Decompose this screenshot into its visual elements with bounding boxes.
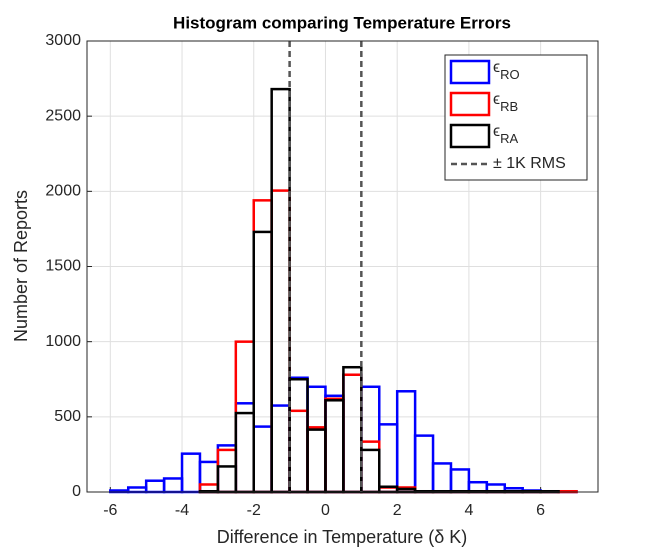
y-tick-label: 3000 — [45, 32, 81, 49]
y-tick-label: 500 — [54, 408, 81, 425]
y-tick-label: 0 — [72, 483, 81, 500]
x-tick-label: 0 — [321, 502, 330, 519]
legend-label: ϵRA — [493, 123, 518, 146]
legend-box — [444, 54, 588, 181]
x-tick-label: -2 — [247, 502, 261, 519]
x-axis-label: Difference in Temperature (δ K) — [217, 527, 467, 547]
x-tick-label: 4 — [464, 502, 473, 519]
legend-swatch — [449, 91, 491, 117]
chart-title: Histogram comparing Temperature Errors — [173, 13, 511, 32]
legend-swatch — [449, 123, 491, 149]
x-tick-label: 6 — [536, 502, 545, 519]
y-tick-label: 2500 — [45, 107, 81, 124]
axes-box — [86, 40, 599, 493]
legend-label: ± 1K RMS — [493, 155, 566, 172]
x-tick-label: -6 — [103, 502, 117, 519]
y-tick-label: 1500 — [45, 258, 81, 275]
x-tick-label: -4 — [175, 502, 189, 519]
y-tick-label: 1000 — [45, 333, 81, 350]
legend-swatch — [449, 59, 491, 85]
x-tick-label: 2 — [393, 502, 402, 519]
legend-label: ϵRO — [493, 59, 520, 82]
legend-label: ϵRB — [493, 91, 518, 114]
y-tick-label: 2000 — [45, 183, 81, 200]
y-axis-label: Number of Reports — [11, 190, 31, 342]
